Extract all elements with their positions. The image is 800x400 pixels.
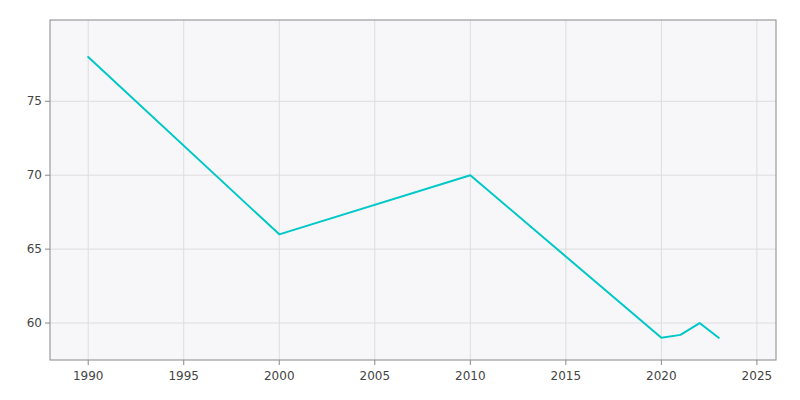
y-tick	[45, 175, 50, 176]
x-tick	[279, 360, 280, 365]
plot-area	[50, 20, 776, 360]
x-tick	[470, 360, 471, 365]
axes: 1990 1995 2000 2005 2010 2015 2020 2025 60 65 70 75	[27, 20, 776, 383]
x-grid-line	[183, 20, 184, 360]
x-grid-line	[470, 20, 471, 360]
plot-frame	[50, 20, 776, 360]
y-grid-line	[50, 249, 776, 250]
x-tick	[565, 360, 566, 365]
x-grid-line	[661, 20, 662, 360]
x-grid-line	[88, 20, 89, 360]
y-grid-line	[50, 101, 776, 102]
x-tick-label: 2025	[742, 369, 773, 383]
x-tick-label: 1990	[73, 369, 104, 383]
x-tick-label: 2020	[646, 369, 677, 383]
x-tick-label: 2005	[360, 369, 391, 383]
x-tick-label: 2000	[264, 369, 295, 383]
y-tick	[45, 323, 50, 324]
x-tick	[756, 360, 757, 365]
x-grid-line	[279, 20, 280, 360]
chart: 1990 1995 2000 2005 2010 2015 2020 2025 60 65 70 75	[0, 0, 800, 400]
x-tick-label: 2010	[455, 369, 486, 383]
y-tick-label: 60	[27, 316, 42, 330]
x-tick	[374, 360, 375, 365]
y-tick-label: 70	[27, 168, 42, 182]
x-tick	[661, 360, 662, 365]
x-grid-line	[756, 20, 757, 360]
y-tick	[45, 249, 50, 250]
y-grid-line	[50, 323, 776, 324]
y-tick-label: 75	[27, 94, 42, 108]
y-tick-label: 65	[27, 242, 42, 256]
y-grid-line	[50, 175, 776, 176]
data	[88, 57, 718, 338]
chart-container: 1990 1995 2000 2005 2010 2015 2020 2025 60 65 70 75	[0, 0, 800, 400]
data-line	[88, 57, 718, 338]
y-tick	[45, 101, 50, 102]
grid	[50, 20, 776, 360]
x-tick	[183, 360, 184, 365]
x-grid-line	[374, 20, 375, 360]
x-tick	[88, 360, 89, 365]
x-grid-line	[565, 20, 566, 360]
x-tick-label: 1995	[168, 369, 199, 383]
x-tick-label: 2015	[551, 369, 582, 383]
